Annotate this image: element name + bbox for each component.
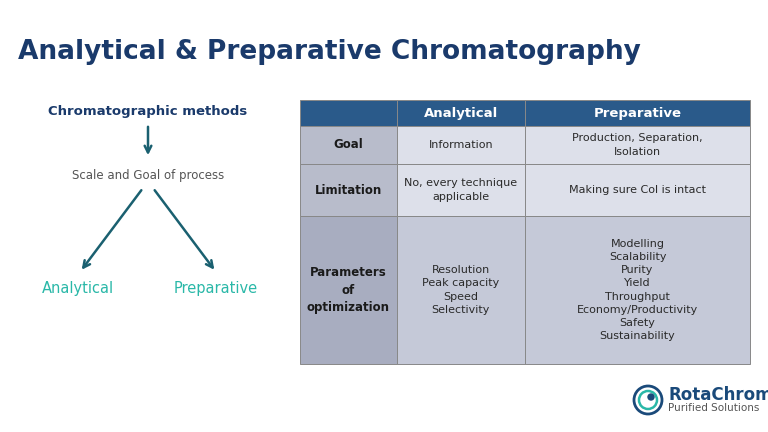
Bar <box>300 126 397 164</box>
Text: Limitation: Limitation <box>315 184 382 197</box>
Bar <box>397 164 525 216</box>
Text: Purified Solutions: Purified Solutions <box>668 403 760 413</box>
Text: Analytical & Preparative Chromatography: Analytical & Preparative Chromatography <box>18 39 641 65</box>
Text: Production, Separation,
Isolation: Production, Separation, Isolation <box>572 133 703 157</box>
Text: Preparative: Preparative <box>174 280 258 295</box>
Bar <box>525 100 750 126</box>
Bar <box>300 100 397 126</box>
Bar <box>525 164 750 216</box>
Text: Analytical: Analytical <box>42 280 114 295</box>
Bar <box>397 216 525 364</box>
Text: Goal: Goal <box>333 139 363 152</box>
Bar <box>397 100 525 126</box>
Text: Preparative: Preparative <box>594 107 681 120</box>
Text: Chromatographic methods: Chromatographic methods <box>48 105 247 118</box>
Text: RotaChrom: RotaChrom <box>668 386 768 404</box>
Bar <box>525 216 750 364</box>
Bar <box>397 126 525 164</box>
Bar <box>525 126 750 164</box>
Text: Resolution
Peak capacity
Speed
Selectivity: Resolution Peak capacity Speed Selectivi… <box>422 265 499 315</box>
Text: Analytical: Analytical <box>424 107 498 120</box>
Text: Making sure Col is intact: Making sure Col is intact <box>569 185 706 195</box>
Bar <box>300 216 397 364</box>
Text: No, every technique
applicable: No, every technique applicable <box>404 178 518 202</box>
Text: Parameters
of
optimization: Parameters of optimization <box>307 267 390 314</box>
Text: Scale and Goal of process: Scale and Goal of process <box>72 168 224 181</box>
Circle shape <box>648 394 654 400</box>
Bar <box>300 164 397 216</box>
Text: Information: Information <box>429 140 493 150</box>
Text: Modelling
Scalability
Purity
Yield
Throughput
Economy/Productivity
Safety
Sustai: Modelling Scalability Purity Yield Throu… <box>577 239 698 341</box>
